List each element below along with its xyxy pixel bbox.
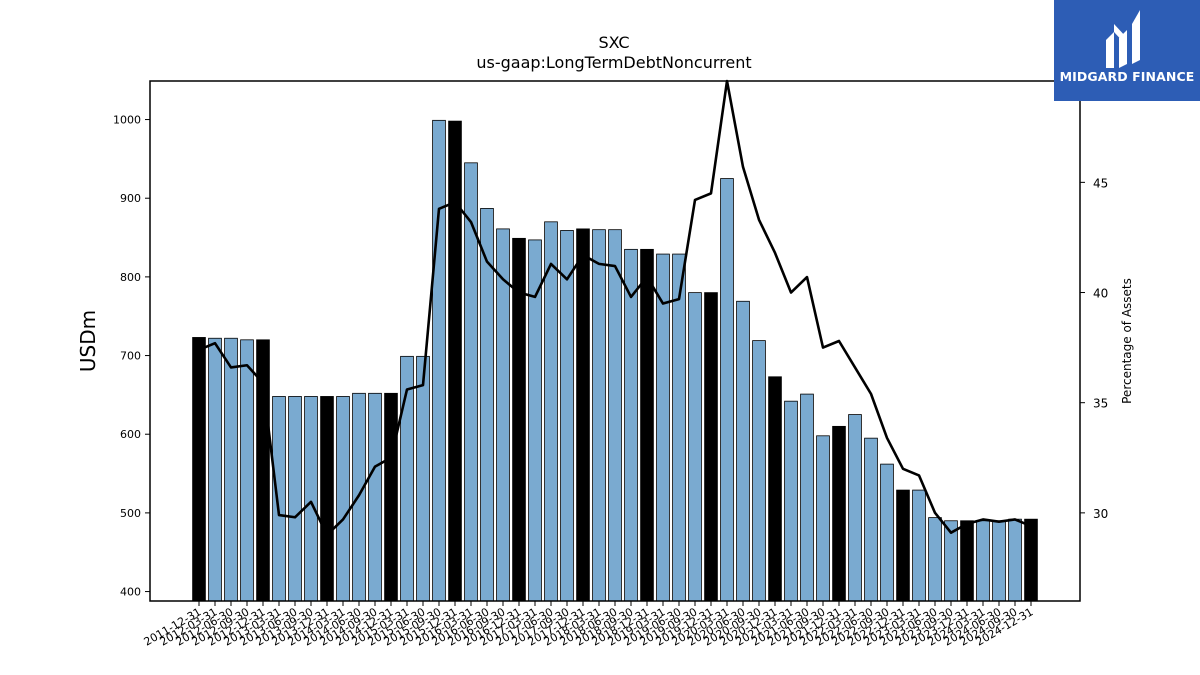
bar-2015-06-30 bbox=[416, 355, 430, 602]
bar-2021-09-30 bbox=[816, 435, 830, 602]
bar-2020-12-31 bbox=[768, 376, 782, 602]
bar-2024-09-30 bbox=[1008, 518, 1022, 602]
y2-tick-label: 35 bbox=[1093, 397, 1108, 411]
chart-title: SXC bbox=[598, 33, 629, 52]
bar-2013-03-31 bbox=[272, 396, 286, 602]
bar-2014-09-30 bbox=[368, 392, 382, 602]
bar-2012-06-30 bbox=[224, 337, 238, 602]
bar-2016-09-30 bbox=[496, 228, 510, 602]
bar-2020-06-30 bbox=[736, 300, 750, 602]
bar-2011-12-31 bbox=[192, 337, 206, 602]
bar-2021-06-30 bbox=[800, 393, 814, 602]
bar-2014-12-31 bbox=[384, 392, 398, 602]
bar-2021-03-31 bbox=[784, 400, 798, 602]
bar-2014-03-31 bbox=[336, 396, 350, 602]
chart-subtitle: us-gaap:LongTermDebtNoncurrent bbox=[476, 53, 751, 72]
y2-tick-label: 40 bbox=[1093, 287, 1108, 301]
y2-tick-label: 45 bbox=[1093, 176, 1108, 190]
y-tick-label: 900 bbox=[120, 192, 141, 205]
bar-2017-06-30 bbox=[544, 221, 558, 602]
midgard-logo-icon bbox=[1106, 10, 1140, 68]
bar-2013-09-30 bbox=[304, 396, 318, 602]
bar-2012-09-30 bbox=[240, 339, 254, 602]
y-axis-right: 30 35 40 45 bbox=[1080, 176, 1108, 521]
bar-2022-03-31 bbox=[848, 414, 862, 602]
y-tick-label: 500 bbox=[120, 507, 141, 520]
y2-axis-label: Percentage of Assets bbox=[1120, 278, 1134, 404]
bar-2023-03-31 bbox=[912, 489, 926, 602]
brand-logo-text: MIDGARD FINANCE bbox=[1059, 69, 1195, 84]
brand-logo: MIDGARD FINANCE bbox=[1054, 0, 1200, 101]
bar-2019-06-30 bbox=[672, 253, 686, 602]
bar-series bbox=[192, 119, 1038, 602]
bar-2012-03-31 bbox=[208, 337, 222, 602]
bar-2015-09-30 bbox=[432, 119, 446, 602]
percentage-of-assets-line bbox=[198, 79, 1032, 537]
bar-2019-12-31 bbox=[704, 292, 718, 602]
bar-2022-12-31 bbox=[896, 489, 910, 602]
bar-2016-03-31 bbox=[464, 162, 478, 602]
bar-2019-03-31 bbox=[656, 253, 670, 602]
bar-2022-09-30 bbox=[880, 463, 894, 602]
bar-2024-06-30 bbox=[992, 520, 1006, 602]
y-tick-label: 1000 bbox=[113, 114, 141, 127]
bar-2020-09-30 bbox=[752, 340, 766, 602]
y2-tick-label: 30 bbox=[1093, 507, 1108, 521]
bar-2018-12-31 bbox=[640, 248, 654, 602]
bar-2023-06-30 bbox=[928, 517, 942, 602]
bar-2013-06-30 bbox=[288, 396, 302, 602]
bar-2017-09-30 bbox=[560, 230, 574, 602]
y-tick-label: 600 bbox=[120, 428, 141, 441]
y-tick-label: 800 bbox=[120, 271, 141, 284]
bar-2015-12-31 bbox=[448, 120, 462, 602]
bar-2022-06-30 bbox=[864, 437, 878, 602]
bar-2023-12-31 bbox=[960, 520, 974, 602]
bar-2024-12-31 bbox=[1024, 518, 1038, 602]
bar-2019-09-30 bbox=[688, 292, 702, 602]
bar-2021-12-31 bbox=[832, 425, 846, 602]
bar-2020-03-31 bbox=[720, 178, 734, 602]
bar-2018-06-30 bbox=[608, 229, 622, 602]
bar-2018-09-30 bbox=[624, 248, 638, 602]
bar-2013-12-31 bbox=[320, 396, 334, 602]
bar-2024-03-31 bbox=[976, 520, 990, 602]
bar-2018-03-31 bbox=[592, 229, 606, 602]
y-tick-label: 400 bbox=[120, 586, 141, 599]
y-axis-label: USDm bbox=[76, 310, 100, 372]
y-axis-left: 400 500 600 700 800 900 1000 bbox=[113, 114, 150, 599]
bar-2017-12-31 bbox=[576, 228, 590, 602]
y-tick-label: 700 bbox=[120, 350, 141, 363]
line-series bbox=[198, 79, 1032, 537]
x-axis: 2011-12-312012-03-312012-06-302012-09-30… bbox=[142, 601, 1036, 649]
